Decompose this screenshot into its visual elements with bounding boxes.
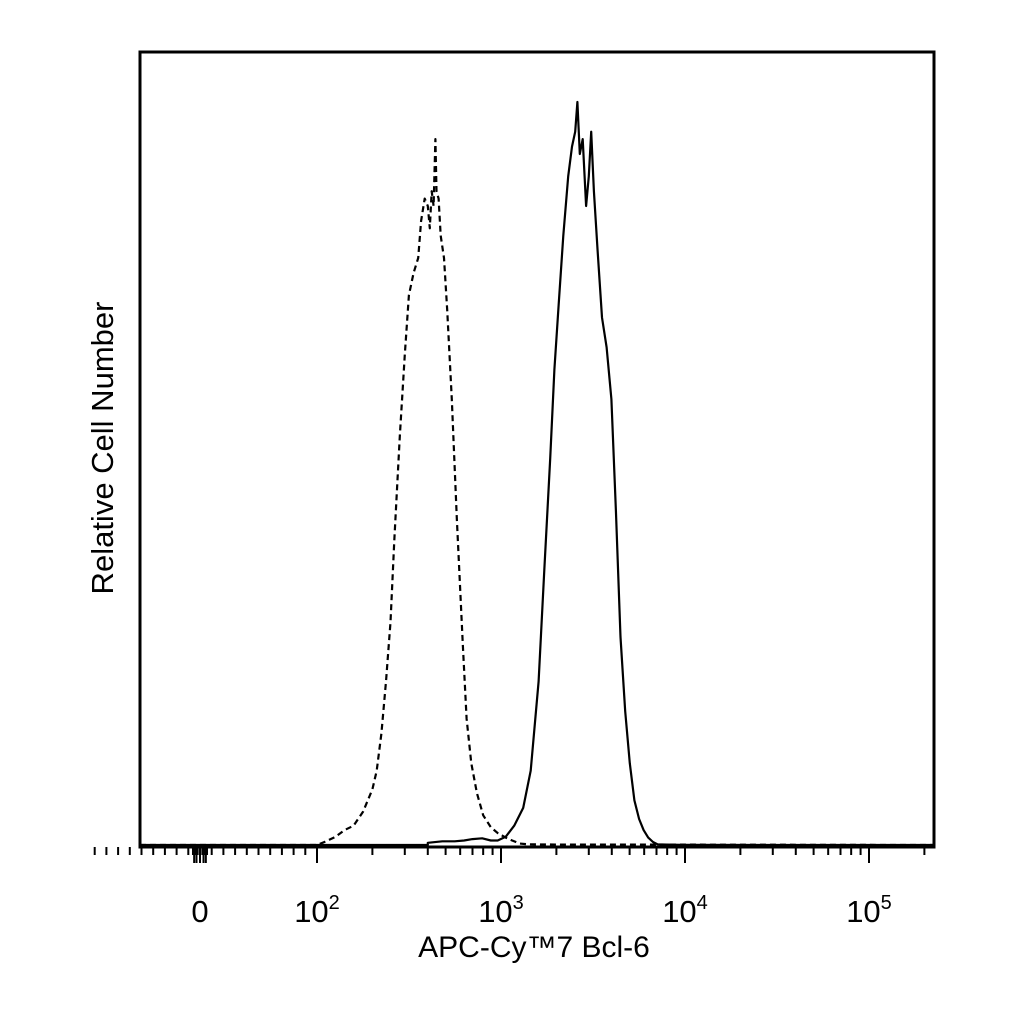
series-line-dashed — [140, 138, 935, 847]
series-layer — [140, 100, 935, 847]
x-tick-label: 102 — [294, 892, 340, 929]
x-axis-ticks — [93, 847, 926, 863]
plot-area — [138, 50, 936, 849]
x-tick-label: 105 — [846, 892, 892, 929]
x-tick-label: 0 — [191, 894, 208, 929]
x-tick-label: 103 — [478, 892, 524, 929]
series-line-solid — [140, 100, 935, 847]
x-axis-tick-labels: 0 102 103 104 105 — [191, 892, 891, 929]
x-axis-label: APC-Cy™7 Bcl-6 — [418, 931, 650, 964]
y-axis-label: Relative Cell Number — [85, 302, 120, 595]
x-tick-label: 104 — [662, 892, 708, 929]
